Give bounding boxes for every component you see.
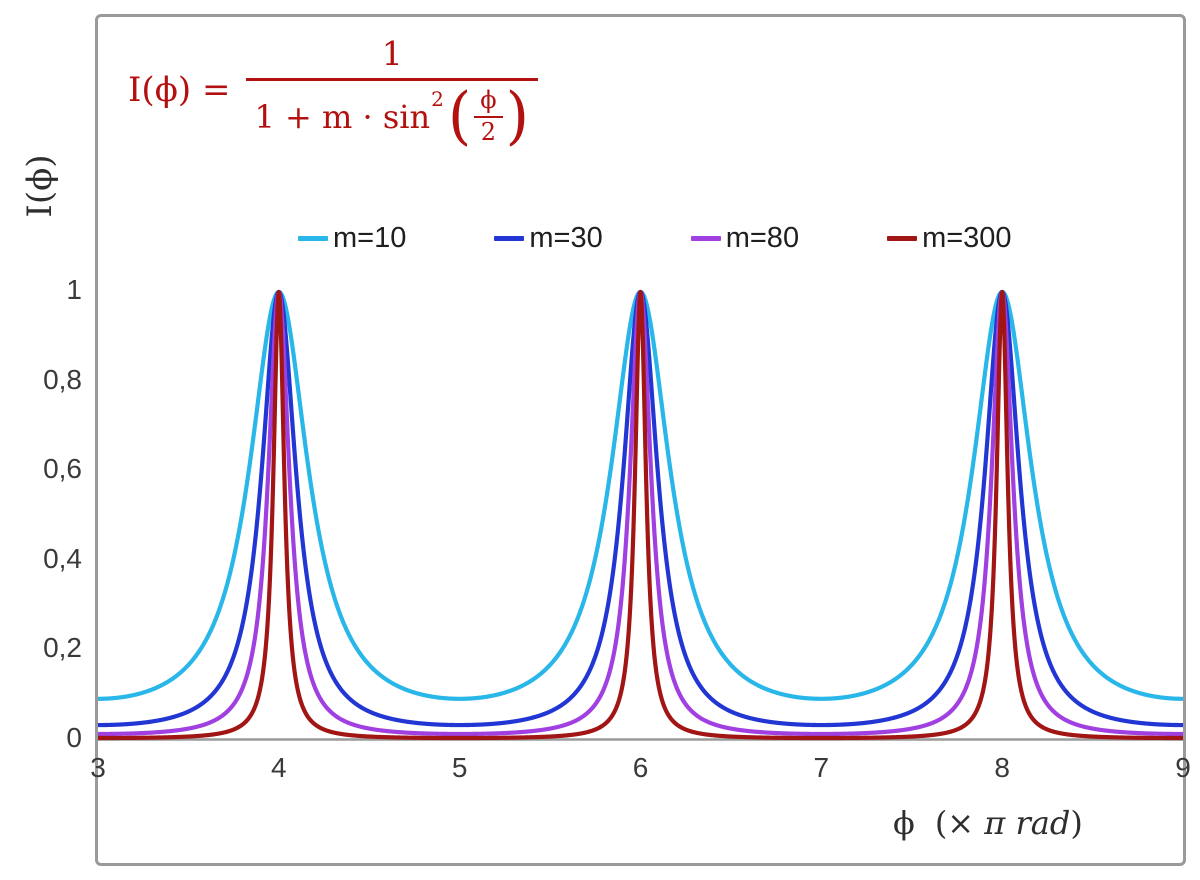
chart-border [95, 14, 1186, 866]
y-tick-label: 1 [66, 274, 82, 305]
legend-swatch-m80 [690, 236, 721, 241]
formula-lhs: I(ϕ) = [128, 70, 231, 111]
legend-label-m300: m=300 [922, 222, 1012, 254]
y-tick-label: 0,2 [43, 632, 82, 663]
legend: m=10 m=30 m=80 m=300 [298, 222, 1012, 255]
legend-item-m300: m=300 [887, 222, 1012, 255]
y-axis-title: I(ϕ) [20, 154, 60, 218]
legend-label-m80: m=80 [725, 222, 800, 254]
y-tick-label: 0,4 [43, 542, 82, 574]
x-tick-label: 3 [90, 752, 106, 783]
formula-inner-fraction: ϕ 2 [474, 86, 503, 146]
legend-item-m80: m=80 [690, 222, 800, 255]
y-tick-label: 0,6 [43, 453, 82, 484]
open-paren: ( [447, 79, 472, 153]
x-axis-title-symbol: ϕ [893, 804, 915, 842]
x-axis-title-open: (× [934, 804, 985, 842]
legend-label-m10: m=10 [333, 222, 407, 254]
formula-fraction: 1 1 + m · sin 2 ( ϕ 2 ) [246, 34, 539, 153]
x-tick-label: 4 [271, 752, 287, 783]
legend-swatch-m10 [298, 236, 328, 241]
x-axis-title-close: ) [1070, 804, 1083, 842]
x-axis-title-unit: π rad [984, 804, 1071, 842]
formula-denominator: 1 + m · sin 2 ( ϕ 2 ) [246, 78, 539, 153]
close-paren: ) [505, 79, 530, 153]
legend-swatch-m30 [494, 236, 525, 241]
inner-numerator: ϕ [474, 86, 503, 118]
x-tick-label: 8 [994, 752, 1010, 783]
formula-exponent: 2 [431, 87, 444, 111]
y-tick-label: 0,8 [43, 363, 82, 395]
inner-denominator: 2 [480, 117, 497, 146]
legend-item-m30: m=30 [494, 222, 603, 255]
plot-area [98, 289, 1183, 741]
legend-swatch-m300 [887, 236, 918, 241]
x-axis-title: ϕ (× π rad) [893, 804, 1083, 842]
formula-numerator: 1 [381, 34, 403, 73]
x-tick-label: 7 [813, 752, 830, 783]
x-tick-label: 6 [632, 752, 649, 783]
x-tick-label: 5 [451, 752, 468, 783]
legend-label-m30: m=30 [529, 222, 603, 254]
legend-item-m10: m=10 [298, 222, 406, 255]
formula: I(ϕ) = 1 1 + m · sin 2 ( ϕ 2 ) [128, 34, 539, 153]
x-tick-label: 9 [1175, 752, 1191, 783]
formula-denominator-text: 1 + m · sin [254, 97, 431, 136]
y-tick-label: 0 [66, 721, 82, 753]
